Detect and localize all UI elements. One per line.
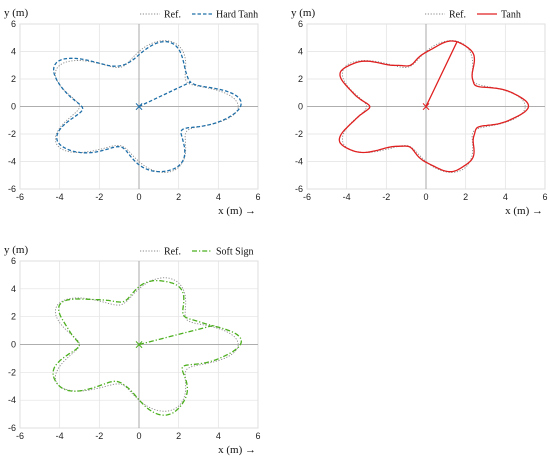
legend-label: Ref. — [164, 247, 181, 258]
x-tick-label: 2 — [176, 431, 181, 441]
start-marker: × — [134, 338, 144, 352]
x-tick-label: -2 — [382, 192, 390, 202]
x-tick-label: -2 — [95, 192, 103, 202]
y-tick-label: -2 — [8, 129, 16, 139]
x-axis-label: x (m) → — [218, 444, 256, 456]
legend-entry-reference: Ref. — [425, 10, 466, 21]
legend-label: Tanh — [501, 10, 521, 21]
x-tick-label: 2 — [176, 192, 181, 202]
y-tick-label: -2 — [8, 367, 16, 377]
y-axis-label: y (m) — [4, 244, 28, 256]
legend-entry-tracked: Hard Tanh — [192, 10, 258, 21]
legend-entry-reference: Ref. — [140, 247, 181, 258]
legend-label: Ref. — [164, 10, 181, 21]
y-tick-label: -2 — [295, 129, 303, 139]
x-tick-label: 6 — [542, 192, 547, 202]
x-tick-label: 4 — [216, 192, 221, 202]
x-tick-label: 2 — [463, 192, 468, 202]
y-tick-label: 6 — [11, 256, 16, 266]
x-tick-label: 0 — [136, 192, 141, 202]
x-tick-label: -4 — [56, 192, 64, 202]
x-tick-label: 4 — [216, 431, 221, 441]
x-tick-label: 6 — [255, 192, 260, 202]
x-tick-label: 0 — [136, 431, 141, 441]
y-tick-label: 4 — [11, 284, 16, 294]
x-tick-label: -6 — [303, 192, 311, 202]
series-line-reference — [54, 277, 239, 412]
x-tick-label: -6 — [16, 192, 24, 202]
x-tick-label: -4 — [56, 431, 64, 441]
series-line-tracked — [52, 279, 242, 416]
series-line-tracked — [338, 40, 530, 173]
legend-entry-tracked: Tanh — [477, 10, 521, 21]
y-tick-label: 0 — [298, 102, 303, 112]
legend-entry-tracked: Soft Sign — [192, 247, 254, 258]
y-tick-label: 2 — [11, 312, 16, 322]
y-tick-label: 2 — [298, 74, 303, 84]
y-tick-label: -4 — [8, 157, 16, 167]
legend-label: Soft Sign — [216, 247, 254, 258]
start-marker: × — [421, 100, 431, 114]
y-tick-label: 0 — [11, 102, 16, 112]
y-tick-label: 2 — [11, 74, 16, 84]
y-tick-label: 4 — [298, 47, 303, 57]
y-tick-label: -4 — [295, 157, 303, 167]
y-tick-label: 6 — [298, 19, 303, 29]
y-axis-label: y (m) — [4, 7, 28, 19]
start-marker: × — [134, 100, 144, 114]
series-line-reference — [54, 40, 239, 173]
x-tick-label: 4 — [503, 192, 508, 202]
legend-label: Hard Tanh — [216, 10, 258, 21]
legend-entry-reference: Ref. — [140, 10, 181, 21]
x-tick-label: -6 — [16, 431, 24, 441]
x-tick-label: 0 — [423, 192, 428, 202]
x-tick-label: 6 — [255, 431, 260, 441]
y-tick-label: 0 — [11, 340, 16, 350]
y-tick-label: -6 — [295, 184, 303, 194]
x-axis-label: x (m) → — [505, 205, 543, 217]
y-tick-label: 6 — [11, 19, 16, 29]
x-tick-label: -4 — [343, 192, 351, 202]
x-tick-label: -2 — [95, 431, 103, 441]
x-axis-label: x (m) → — [218, 205, 256, 217]
legend-label: Ref. — [449, 10, 466, 21]
y-tick-label: -6 — [8, 423, 16, 433]
series-line-reference — [341, 40, 526, 173]
y-tick-label: 4 — [11, 47, 16, 57]
y-tick-label: -4 — [8, 395, 16, 405]
y-tick-label: -6 — [8, 184, 16, 194]
y-axis-label: y (m) — [291, 7, 315, 19]
series-line-tracked — [52, 40, 242, 173]
